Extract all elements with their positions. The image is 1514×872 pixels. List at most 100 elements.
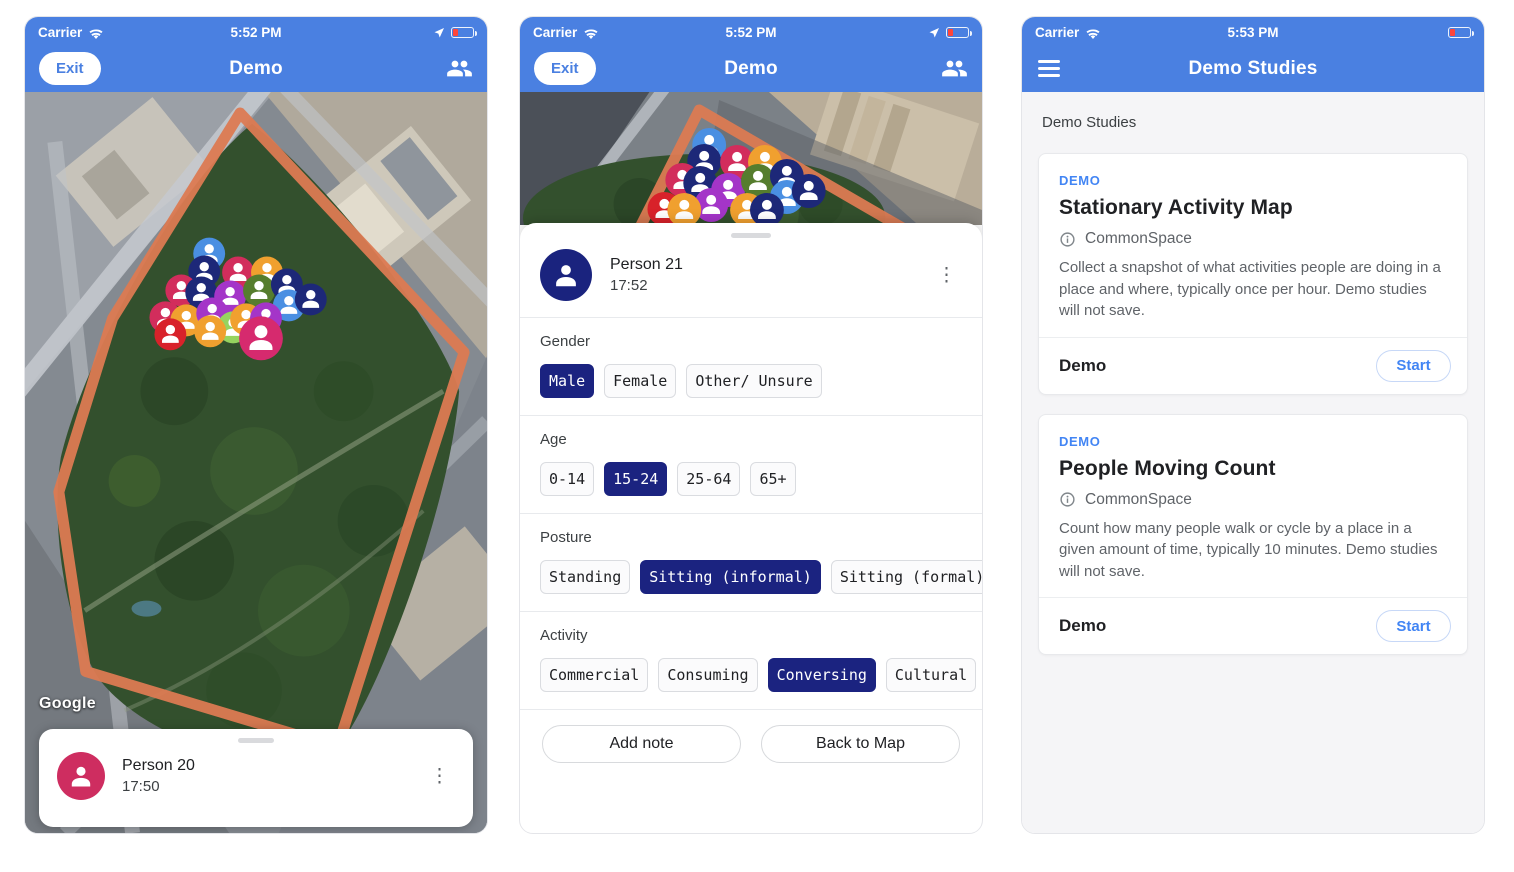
wifi-icon <box>584 28 598 39</box>
person-time: 17:50 <box>122 778 160 795</box>
chip-row: Standing Sitting (informal) Sitting (forma… <box>540 560 982 594</box>
chip-sitting-formal[interactable]: Sitting (formal) <box>830 560 982 594</box>
people-icon <box>942 60 967 77</box>
person-marker[interactable] <box>243 274 275 307</box>
status-bar: Carrier 5:52 PM <box>520 17 982 45</box>
carrier-label: Carrier <box>533 25 578 40</box>
people-button[interactable] <box>941 55 968 82</box>
chip-other-unsure[interactable]: Other/ Unsure <box>686 364 822 398</box>
people-button[interactable] <box>446 55 473 82</box>
org-name: CommonSpace <box>1085 490 1192 508</box>
chip-cultural[interactable]: Cultural <box>885 658 977 692</box>
chip-15-24[interactable]: 15-24 <box>604 462 668 496</box>
info-icon <box>1060 492 1075 507</box>
study-description: Count how many people walk or cycle by a… <box>1059 519 1438 580</box>
drag-handle[interactable] <box>238 738 274 743</box>
menu-button[interactable] <box>1036 56 1062 81</box>
screen-studies: Carrier 5:53 PM Demo Studies Demo Studie… <box>1021 16 1485 834</box>
study-title: Stationary Activity Map <box>1059 196 1293 219</box>
chip-conversing[interactable]: Conversing <box>767 658 876 692</box>
person-markers <box>647 128 826 225</box>
org-name: CommonSpace <box>1085 230 1192 247</box>
person-marker[interactable] <box>791 174 826 208</box>
person-marker[interactable] <box>239 316 283 361</box>
divider <box>520 317 982 318</box>
study-card-footer: Demo Start <box>1039 336 1467 394</box>
nav-bar: Demo Studies <box>1022 45 1484 92</box>
section-label: Demo Studies <box>1042 114 1137 131</box>
battery-icon <box>1448 27 1474 38</box>
chip-0-14[interactable]: 0-14 <box>540 462 595 496</box>
divider <box>520 611 982 612</box>
clock: 5:52 PM <box>725 25 777 40</box>
battery-icon <box>451 27 477 38</box>
people-icon <box>447 60 472 77</box>
battery-icon <box>946 27 972 38</box>
chip-male[interactable]: Male <box>540 364 595 398</box>
person-marker[interactable] <box>694 188 729 222</box>
carrier-label: Carrier <box>1035 25 1080 40</box>
clock: 5:53 PM <box>1227 25 1279 40</box>
kebab-menu-button[interactable]: ⋮ <box>424 763 455 790</box>
person-marker[interactable] <box>667 193 702 225</box>
exit-button[interactable]: Exit <box>39 52 101 85</box>
chip-65[interactable]: 65+ <box>750 462 796 496</box>
divider <box>520 709 982 710</box>
person-marker[interactable] <box>750 193 784 225</box>
person-marker[interactable] <box>741 164 775 198</box>
study-description: Collect a snapshot of what activities pe… <box>1059 259 1441 319</box>
screen-map: Carrier 5:52 PM Demo Exit <box>24 16 488 834</box>
footer-label: Demo <box>1059 355 1107 375</box>
study-cards: DEMO Stationary Activity Map CommonSpace Co… <box>1022 153 1484 655</box>
person-summary-card[interactable]: Person 20 17:50 ⋮ <box>39 729 473 827</box>
chip-row: Commercial Consuming Conversing Cultural <box>540 658 982 692</box>
footer-label: Demo <box>1059 616 1107 635</box>
chip-sitting-informal[interactable]: Sitting (informal) <box>640 560 821 594</box>
study-area-boundary <box>53 107 470 753</box>
divider <box>520 415 982 416</box>
section-label: Posture <box>540 529 592 546</box>
kebab-menu-button[interactable]: ⋮ <box>931 262 962 289</box>
chip-row: 0-14 15-24 25-64 65+ <box>540 462 982 496</box>
nav-bar: Demo Exit <box>520 45 982 92</box>
person-marker[interactable] <box>294 283 327 316</box>
chip-standing[interactable]: Standing <box>540 560 631 594</box>
info-icon <box>1060 231 1075 247</box>
location-arrow-icon <box>434 27 444 37</box>
studies-body: Demo Studies DEMO Stationary Activity Map… <box>1022 92 1484 833</box>
chip-commercial[interactable]: Commercial <box>540 658 649 692</box>
drag-handle[interactable] <box>731 233 771 238</box>
person-detail-sheet: Person 21 17:52 ⋮ Gender Male Female Other/… <box>520 223 982 833</box>
demo-badge: DEMO <box>1059 433 1101 449</box>
nav-bar: Demo Exit <box>25 45 487 92</box>
chip-consuming[interactable]: Consuming <box>658 658 758 692</box>
person-marker[interactable] <box>154 318 187 351</box>
status-bar: Carrier 5:52 PM <box>25 17 487 45</box>
section-label: Activity <box>540 627 588 644</box>
person-name: Person 20 <box>122 757 195 774</box>
demo-badge: DEMO <box>1059 173 1101 188</box>
person-icon <box>71 766 91 787</box>
exit-button[interactable]: Exit <box>534 52 596 85</box>
back-to-map-button[interactable]: Back to Map <box>761 725 960 763</box>
start-button[interactable]: Start <box>1376 349 1451 382</box>
study-card-footer: Demo Start <box>1039 597 1467 654</box>
study-title: People Moving Count <box>1059 456 1276 480</box>
page-title: Demo Studies <box>1188 57 1318 79</box>
chip-25-64[interactable]: 25-64 <box>677 462 741 496</box>
satellite-map[interactable]: Google <box>25 92 487 833</box>
person-name: Person 21 <box>610 256 683 273</box>
person-marker[interactable] <box>194 315 227 348</box>
google-logo: Google <box>39 695 96 712</box>
wifi-icon <box>89 28 103 39</box>
chip-female[interactable]: Female <box>604 364 677 398</box>
form-section-activity: Activity Commercial Consuming Conversing Cul… <box>520 612 982 709</box>
start-button[interactable]: Start <box>1376 610 1451 642</box>
add-note-button[interactable]: Add note <box>542 725 741 763</box>
divider <box>520 513 982 514</box>
sheet-buttons: Add note Back to Map <box>520 710 982 763</box>
section-label: Age <box>540 431 567 448</box>
status-bar: Carrier 5:53 PM <box>1022 17 1484 45</box>
study-org-row: CommonSpace <box>1059 491 1447 509</box>
satellite-map[interactable] <box>520 92 982 225</box>
